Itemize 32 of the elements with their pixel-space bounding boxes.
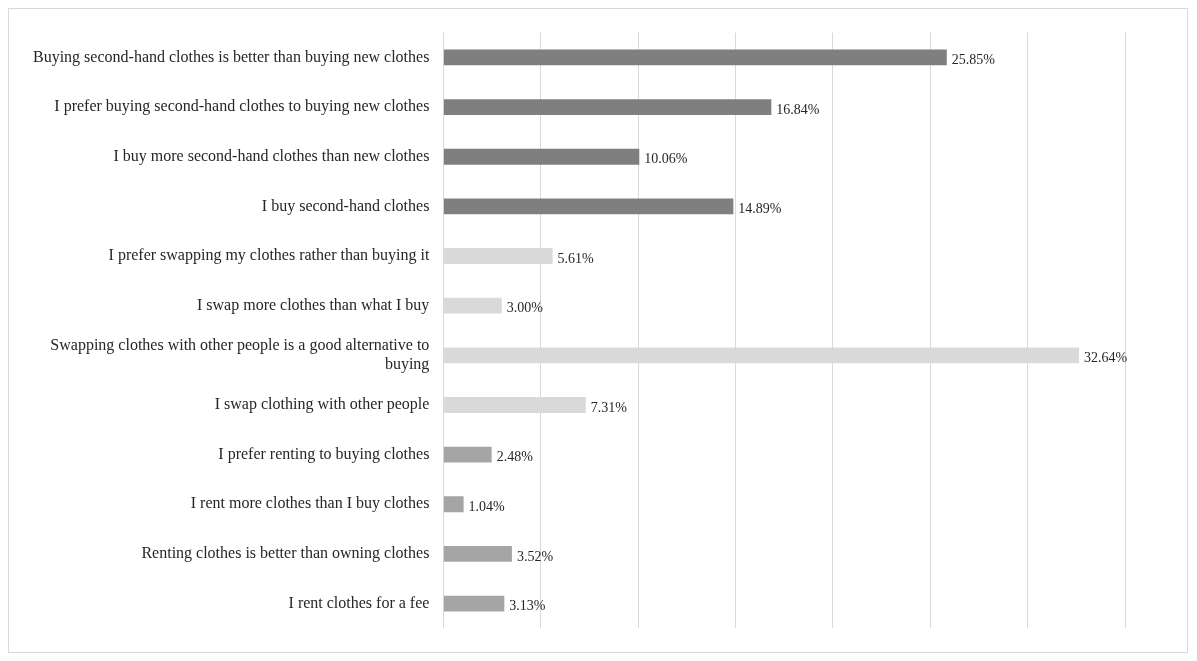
y-tick-label: I prefer swapping my clothes rather than buying it (108, 246, 430, 265)
y-tick-label: Buying second-hand clothes is better than buying new clothes (33, 47, 430, 66)
y-tick-label: I prefer renting to buying clothes (218, 444, 430, 463)
data-label: 7.31% (590, 399, 628, 415)
data-label: 1.04% (468, 498, 506, 514)
y-tick-label: I prefer buying second-hand clothes to buying new clothes (54, 97, 430, 116)
data-label: 32.64% (1084, 350, 1128, 365)
y-tick-label: I rent clothes for a fee (288, 593, 430, 611)
y-tick-label: Swapping clothes with other people is a good alternative to buying (50, 335, 430, 374)
bar (443, 595, 505, 612)
data-label: 3.00% (506, 300, 544, 316)
data-label: 25.85% (951, 52, 996, 68)
bar (443, 198, 734, 215)
y-tick-label: I rent more clothes than I buy clothes (190, 494, 430, 513)
y-tick-label: I swap more clothes than what I buy (196, 295, 430, 314)
data-label: 16.84% (776, 101, 820, 117)
bar (443, 446, 492, 463)
data-label: 10.06% (644, 151, 688, 167)
bar (443, 496, 464, 513)
bar (443, 148, 640, 165)
bar (443, 545, 512, 562)
data-label: 2.48% (496, 449, 534, 465)
y-tick-label: I buy more second-hand clothes than new clothes (113, 146, 430, 165)
data-label: 5.61% (557, 250, 595, 266)
data-label: 14.89% (738, 201, 782, 217)
data-label: 3.52% (516, 548, 554, 564)
bar (443, 99, 772, 116)
y-tick-label: I buy second-hand clothes (261, 196, 430, 215)
y-tick-label: Renting clothes is better than owning clothes (141, 544, 430, 563)
data-label: 3.13% (509, 598, 546, 614)
bar (443, 49, 947, 66)
y-tick-label: I swap clothing with other people (214, 395, 430, 414)
